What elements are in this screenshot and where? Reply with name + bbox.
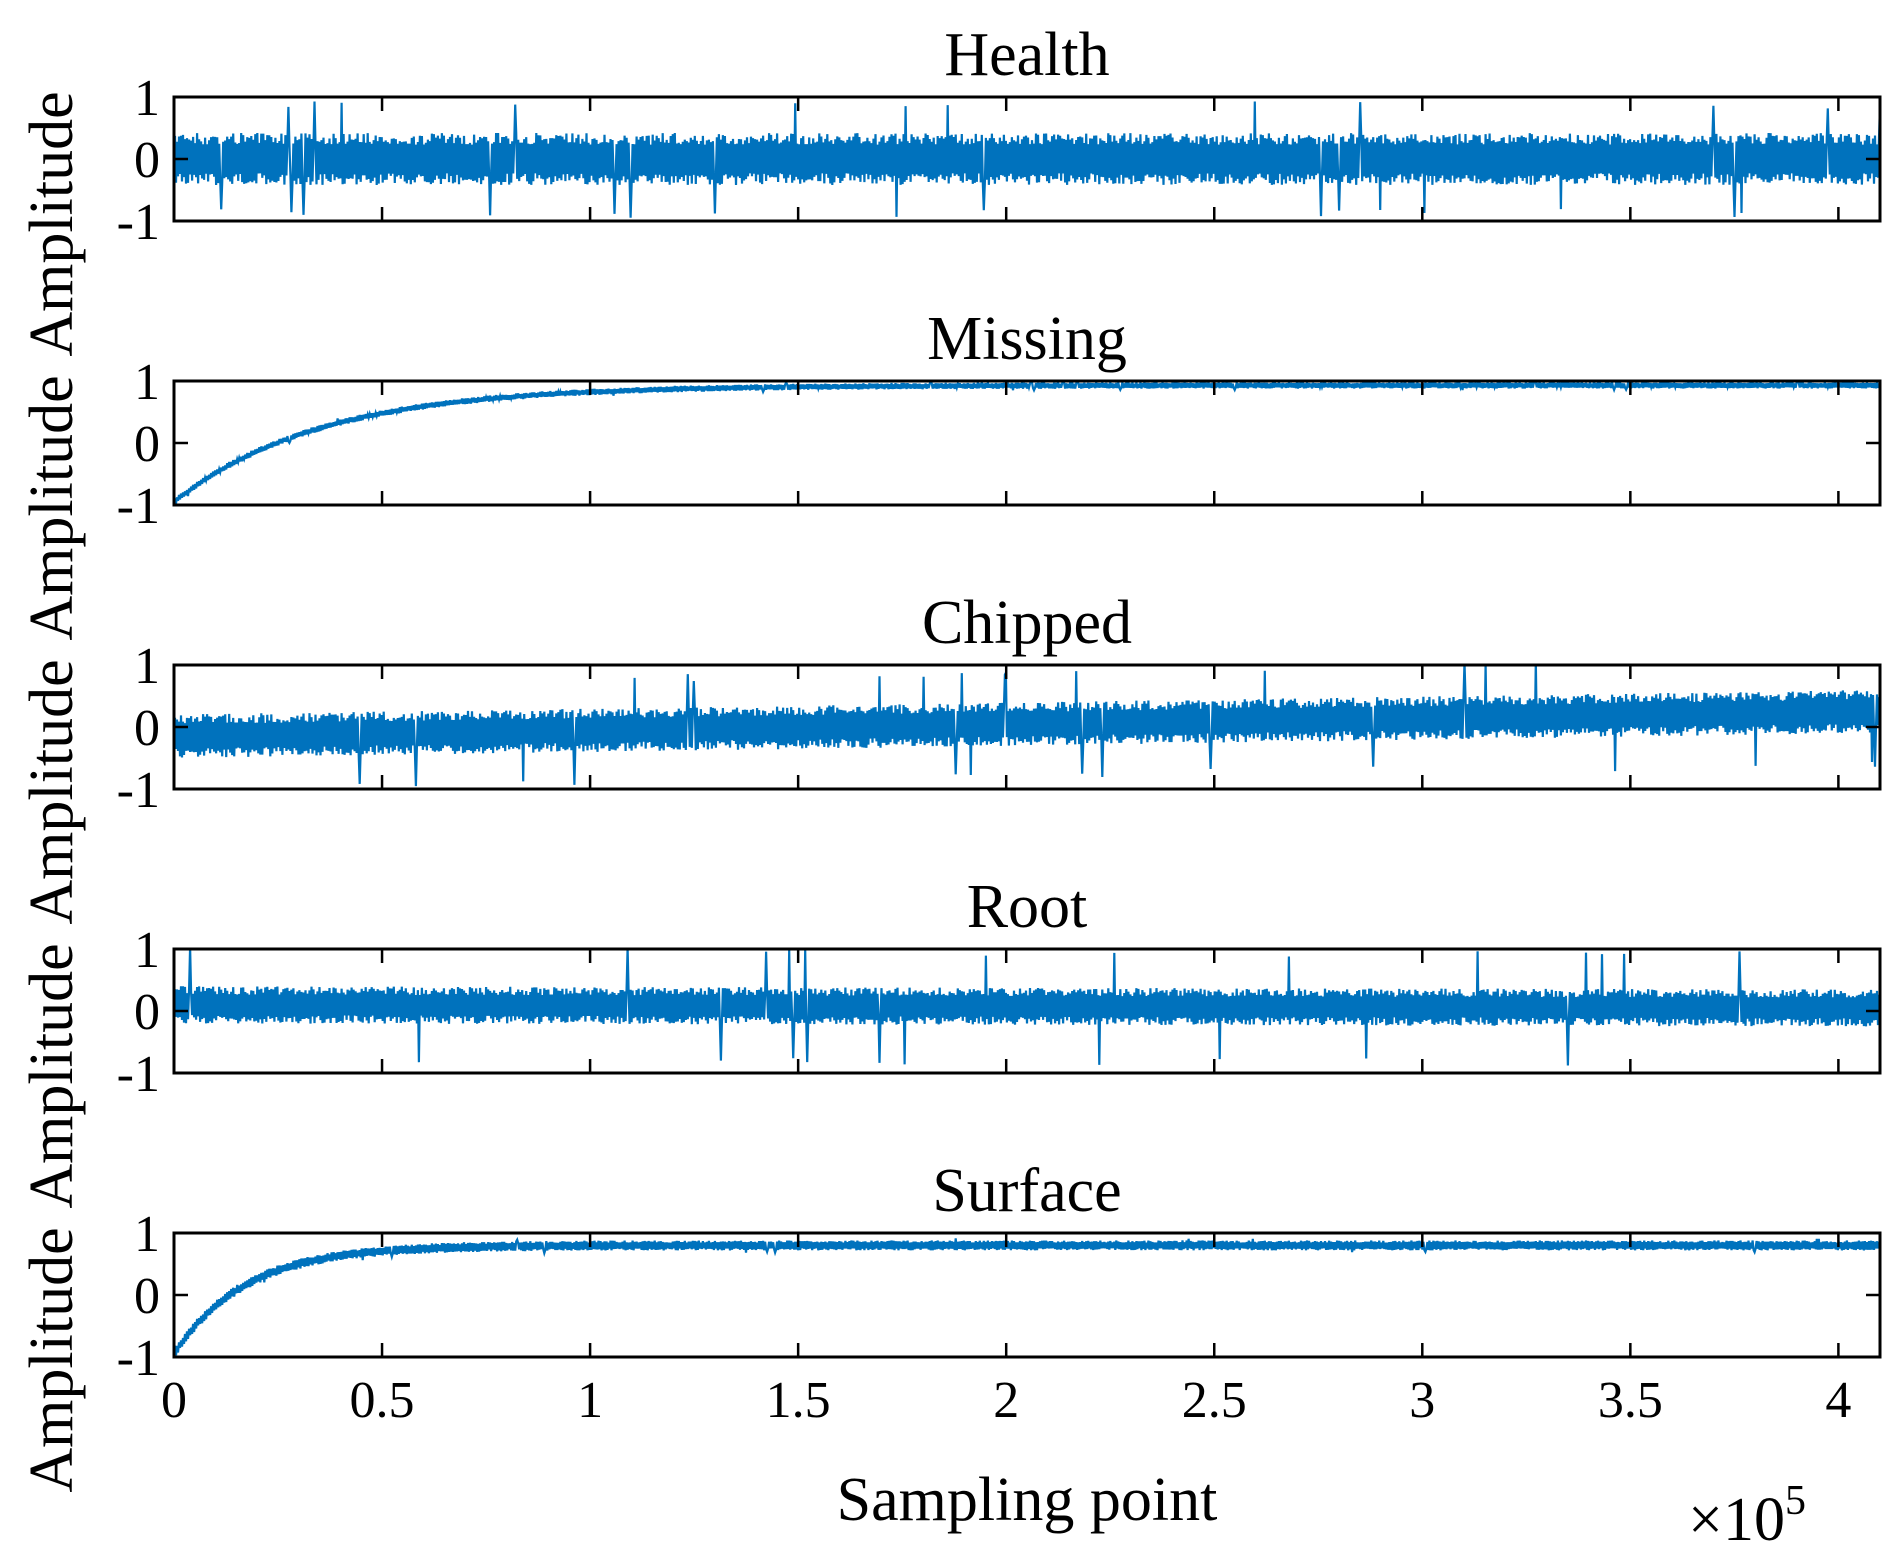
x-axis-label: Sampling point [837, 1466, 1218, 1534]
y-tick-label: 0 [134, 1268, 160, 1325]
panel-title: Surface [932, 1157, 1121, 1225]
y-axis-label: Amplitude [18, 375, 86, 640]
y-tick-label: 0 [134, 984, 160, 1041]
signal-trace [174, 381, 1880, 504]
x-tick-label: 3 [1409, 1372, 1435, 1429]
y-tick-label: -1 [117, 194, 160, 251]
x-tick-label: 0.5 [350, 1372, 415, 1429]
panel-health: 10-1 Health [117, 21, 1882, 251]
x-multiplier: ×10 [1688, 1486, 1785, 1547]
x-axis-exponent: ×105 [1688, 1478, 1806, 1547]
y-axis-label: Amplitude [18, 1227, 86, 1492]
svg-text:×105: ×105 [1688, 1478, 1806, 1547]
x-tick-labels: 0 0.5 1 1.5 2 2.5 3 3.5 4 [161, 1372, 1851, 1429]
y-tick-label: -1 [117, 478, 160, 535]
x-tick-label: 2 [993, 1372, 1019, 1429]
y-tick-label: 1 [134, 70, 160, 127]
panel-title: Health [944, 21, 1109, 89]
x-tick-label: 1.5 [766, 1372, 831, 1429]
signal-trace [174, 949, 1880, 1066]
y-axis-label: Amplitude [18, 659, 86, 924]
y-tick-label: -1 [117, 1046, 160, 1103]
x-tick-label: 3.5 [1598, 1372, 1663, 1429]
y-tick-label: 1 [134, 922, 160, 979]
signal-trace [174, 1236, 1880, 1357]
y-tick-label: 1 [134, 1206, 160, 1263]
signal-trace [174, 101, 1880, 218]
y-tick-label: 1 [134, 354, 160, 411]
y-axis-label: Amplitude [18, 943, 86, 1208]
y-tick-label: -1 [117, 1330, 160, 1387]
y-axis-label: Amplitude [18, 91, 86, 356]
y-tick-label: 0 [134, 416, 160, 473]
x-tick-label: 2.5 [1182, 1372, 1247, 1429]
plot-frame [172, 379, 1882, 507]
panel-missing: 10-1 Missing [117, 305, 1882, 535]
panel-chipped: 10-1 Chipped [117, 589, 1882, 819]
signal-trace [174, 665, 1880, 787]
panel-title: Chipped [922, 589, 1132, 657]
panel-title: Root [967, 873, 1088, 941]
panel-surface: 10-1 Surface [117, 1157, 1882, 1387]
panel-root: 10-1 Root [117, 873, 1882, 1103]
x-tick-label: 1 [577, 1372, 603, 1429]
y-tick-label: -1 [117, 762, 160, 819]
subplot-panels: 10-1Health10-1Missing10-1Chipped10-1Root… [117, 21, 1882, 1429]
y-tick-label: 0 [134, 132, 160, 189]
y-tick-label: 0 [134, 700, 160, 757]
x-tick-label: 4 [1825, 1372, 1851, 1429]
x-exponent: 5 [1785, 1478, 1806, 1524]
x-tick-label: 0 [161, 1372, 187, 1429]
y-tick-label: 1 [134, 638, 160, 695]
y-axis-labels: Amplitude Amplitude Amplitude Amplitude Ampl… [18, 91, 86, 1492]
panel-title: Missing [927, 305, 1127, 373]
